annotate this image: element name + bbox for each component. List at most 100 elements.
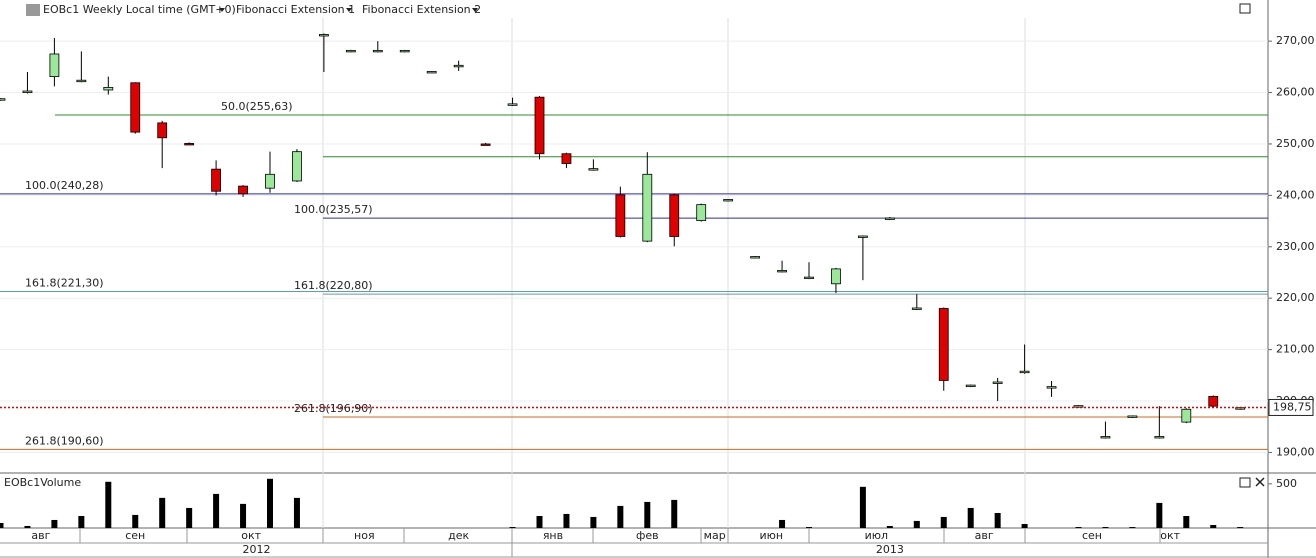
candle-body — [804, 276, 814, 280]
volume-bar — [913, 520, 920, 528]
fib-label: 261.8(190,60) — [25, 434, 104, 447]
candle-body — [938, 308, 949, 381]
volume-bar — [590, 516, 597, 528]
volume-bar — [1021, 524, 1028, 528]
volume-bar — [267, 478, 273, 528]
volume-bar — [1129, 527, 1136, 528]
candle-body — [372, 49, 383, 53]
candle-body — [1208, 395, 1219, 407]
month-label: окт — [1160, 529, 1180, 542]
volume-bar — [859, 486, 866, 528]
volume-label: EOBc1Volume — [4, 476, 81, 489]
volume-bar — [644, 501, 651, 528]
candle-body — [0, 98, 6, 101]
candle-body — [453, 64, 464, 68]
candle-body — [669, 194, 680, 237]
last-price-box — [1268, 398, 1314, 416]
volume-bar — [806, 527, 812, 528]
last-price-label: 198,75 — [1273, 400, 1312, 413]
volume-bar — [0, 522, 4, 528]
candle-body — [265, 173, 275, 189]
candle-body — [1019, 370, 1030, 374]
candle-body — [130, 82, 141, 133]
volume-bar — [886, 525, 893, 528]
candle-body — [1100, 436, 1111, 439]
candle-body — [992, 381, 1003, 384]
dropdown-arrows — [219, 8, 478, 12]
candle-body — [103, 87, 114, 91]
volume-bar — [1210, 524, 1217, 528]
candle-body — [723, 199, 734, 202]
volume-bar — [78, 515, 85, 528]
y-tick-label: 220,00 — [1276, 291, 1315, 304]
fib-label: 261.8(196,90) — [294, 402, 373, 415]
candle-body — [507, 103, 518, 106]
candle-body — [426, 71, 437, 74]
fib-label: 50.0(255,63) — [221, 100, 293, 113]
year-label: 2012 — [243, 543, 271, 556]
candle-body — [615, 194, 626, 237]
volume-bar — [213, 493, 220, 528]
tool-name[interactable]: Fibonacci Extension 2 — [362, 3, 481, 16]
month-label: сен — [1082, 529, 1102, 542]
month-label: авг — [975, 529, 994, 542]
month-label: дек — [448, 529, 469, 542]
volume-bar — [240, 503, 247, 528]
month-label: авг — [31, 529, 50, 542]
candle-body — [642, 173, 653, 242]
symbol-icon[interactable] — [26, 4, 40, 16]
month-label: мар — [704, 529, 726, 542]
fib-label: 161.8(220,80) — [294, 279, 373, 292]
candle-body — [399, 49, 410, 53]
volume-bar — [293, 497, 300, 528]
maximize-button[interactable] — [1239, 3, 1251, 14]
candle-body — [480, 143, 491, 146]
volume-bar — [563, 513, 570, 528]
candle-body — [588, 168, 599, 171]
volume-bar — [940, 516, 947, 528]
volume-bar — [132, 514, 139, 528]
candle-body — [1073, 405, 1084, 408]
volume-bar — [509, 527, 516, 528]
candle-body — [1046, 386, 1057, 389]
volume-bar — [536, 515, 543, 528]
candle-body — [858, 235, 868, 238]
y-tick-label: 210,00 — [1276, 343, 1315, 356]
volume-bar — [1237, 527, 1244, 528]
volume-bar — [186, 507, 193, 528]
month-label: июн — [759, 529, 783, 542]
month-label: сен — [125, 529, 145, 542]
candle-body — [157, 122, 168, 139]
fib-label: 100.0(235,57) — [294, 203, 373, 216]
y-tick-label: 250,00 — [1276, 137, 1315, 150]
candle-body — [911, 307, 922, 310]
v-tick-label: 500 — [1276, 477, 1297, 490]
year-label: 2013 — [876, 543, 904, 556]
candle-body — [345, 49, 356, 53]
y-tick-label: 190,00 — [1276, 445, 1315, 458]
volume-bar — [159, 497, 166, 528]
month-label: окт — [241, 529, 261, 542]
candle-body — [534, 96, 545, 155]
volume-bar — [105, 481, 112, 528]
volume-bar — [1102, 527, 1109, 528]
month-label: янв — [543, 529, 563, 542]
fib-label: 161.8(221,30) — [25, 277, 104, 290]
volume-bar — [1075, 527, 1082, 528]
maximize-button[interactable] — [1239, 477, 1251, 488]
volume-bar — [24, 525, 31, 528]
volume-bar — [994, 512, 1001, 528]
y-tick-label: 260,00 — [1276, 86, 1315, 99]
candle-body — [49, 53, 60, 78]
volume-bar — [1183, 515, 1190, 528]
y-tick-label: 230,00 — [1276, 240, 1315, 253]
fib-label: 100.0(240,28) — [25, 179, 104, 192]
volume-bar — [1156, 502, 1163, 528]
y-tick-label: 240,00 — [1276, 188, 1315, 201]
chart-title[interactable]: EOBc1 Weekly Local time (GMT+0) — [43, 3, 236, 16]
tool-name[interactable]: Fibonacci Extension 1 — [236, 3, 355, 16]
close-button[interactable] — [1255, 477, 1265, 487]
volume-bar — [671, 499, 678, 528]
